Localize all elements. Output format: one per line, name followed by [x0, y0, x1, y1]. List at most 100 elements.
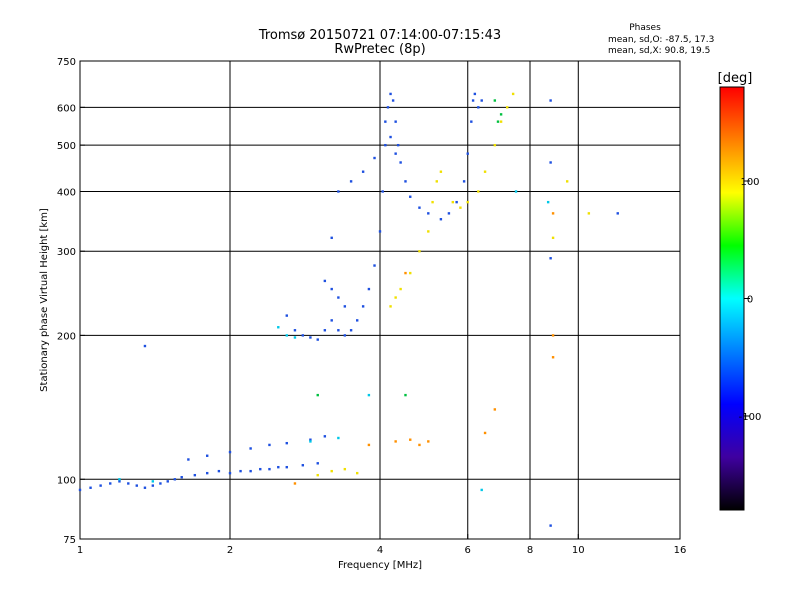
data-point: [549, 257, 552, 260]
data-point: [396, 143, 400, 147]
data-point: [277, 465, 280, 469]
stats-line-x: mean, sd,X: 90.8, 19.5: [608, 46, 710, 56]
data-point: [259, 467, 262, 471]
data-point: [394, 152, 397, 155]
x-tick-label: 16: [674, 545, 687, 556]
data-point: [301, 334, 305, 337]
data-point: [99, 484, 102, 487]
data-point: [427, 230, 430, 233]
data-point: [367, 393, 371, 397]
data-point: [551, 212, 555, 215]
data-point: [587, 212, 591, 215]
y-tick-label: 75: [63, 535, 76, 546]
data-point: [483, 170, 487, 173]
y-tick-label: 500: [57, 141, 76, 152]
x-axis-ticks: 1 2 4 6 8 10 16: [77, 534, 687, 556]
data-point: [386, 106, 390, 109]
data-point: [180, 476, 183, 479]
data-point: [373, 156, 376, 160]
data-point: [480, 488, 483, 492]
plot-area: 1 2 4 6 8 10 16 75 100 200 300 400 500 600 750: [57, 57, 686, 556]
data-point: [343, 334, 347, 337]
data-point: [268, 467, 271, 471]
data-point: [511, 92, 515, 96]
data-point: [384, 143, 387, 147]
data-point: [435, 180, 438, 183]
data-point: [143, 344, 147, 348]
data-point: [268, 443, 271, 447]
data-point: [546, 200, 550, 204]
data-point: [337, 436, 340, 440]
data-point: [316, 393, 319, 397]
data-point: [549, 524, 552, 527]
data-point: [293, 329, 297, 332]
data-point: [409, 438, 412, 441]
data-points: [78, 92, 619, 527]
data-point: [151, 480, 155, 483]
data-point: [205, 471, 209, 475]
data-point: [285, 465, 288, 469]
data-point: [418, 250, 421, 253]
data-point: [118, 478, 121, 481]
data-point: [394, 296, 397, 299]
data-point: [323, 435, 327, 438]
data-point: [459, 206, 462, 209]
colorbar-ticks: 100 0 -100: [739, 177, 762, 423]
data-point: [109, 482, 112, 485]
data-point: [378, 230, 382, 233]
chart-subtitle: RwPretec (8p): [334, 42, 425, 57]
data-point: [505, 106, 509, 109]
data-point: [285, 314, 288, 317]
data-point: [399, 287, 402, 291]
data-point: [447, 212, 451, 215]
data-point: [127, 482, 130, 485]
data-point: [427, 212, 430, 215]
colorbar-tick-label: -100: [739, 412, 762, 423]
data-point: [451, 200, 455, 204]
data-point: [143, 486, 147, 489]
data-point: [89, 486, 92, 489]
x-tick-label: 10: [572, 545, 585, 556]
data-point: [337, 329, 340, 332]
data-point: [323, 279, 327, 283]
data-point: [239, 469, 242, 473]
data-point: [514, 190, 518, 193]
data-point: [355, 471, 359, 475]
data-point: [205, 454, 209, 457]
colorbar-gradient: [719, 86, 745, 511]
data-point: [330, 236, 333, 240]
data-point: [439, 170, 443, 173]
data-point: [466, 152, 469, 155]
data-point: [499, 113, 503, 116]
x-tick-label: 6: [465, 545, 471, 556]
data-point: [285, 441, 288, 445]
data-point: [349, 180, 353, 183]
data-point: [477, 106, 480, 109]
data-point: [439, 218, 443, 221]
data-point: [409, 271, 412, 275]
y-axis-ticks: 75 100 200 300 400 500 600 750: [57, 57, 85, 546]
data-point: [493, 143, 497, 147]
data-point: [301, 464, 305, 467]
data-point: [316, 462, 319, 465]
data-point: [367, 443, 371, 447]
data-point: [166, 480, 169, 483]
data-point: [480, 99, 483, 102]
data-point: [217, 469, 221, 473]
data-point: [418, 206, 421, 209]
data-point: [277, 326, 280, 329]
data-point: [373, 264, 376, 267]
data-point: [316, 473, 319, 477]
data-point: [389, 305, 392, 308]
data-point: [343, 467, 347, 471]
y-tick-label: 100: [57, 475, 76, 486]
x-tick-label: 8: [527, 545, 533, 556]
colorbar-label: [deg]: [718, 71, 753, 86]
data-point: [399, 161, 402, 164]
data-point: [330, 287, 333, 291]
colorbar-tick-label: 0: [747, 295, 753, 306]
data-point: [549, 161, 552, 164]
data-point: [118, 480, 121, 483]
x-tick-label: 4: [377, 545, 383, 556]
